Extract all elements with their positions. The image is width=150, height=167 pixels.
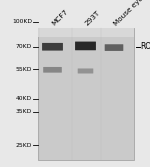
FancyBboxPatch shape — [75, 42, 96, 50]
Text: ROM1: ROM1 — [140, 42, 150, 51]
Text: 55KD: 55KD — [16, 67, 32, 72]
FancyBboxPatch shape — [78, 68, 93, 73]
FancyBboxPatch shape — [105, 44, 123, 51]
Text: 40KD: 40KD — [16, 96, 32, 101]
FancyBboxPatch shape — [38, 28, 134, 37]
Text: 35KD: 35KD — [16, 109, 32, 114]
Text: Mouse eye: Mouse eye — [112, 0, 144, 27]
Text: 70KD: 70KD — [16, 44, 32, 49]
FancyBboxPatch shape — [42, 43, 63, 51]
Text: MCF7: MCF7 — [51, 8, 69, 27]
FancyBboxPatch shape — [43, 67, 62, 73]
Text: 100KD: 100KD — [12, 19, 32, 24]
Text: 293T: 293T — [84, 10, 101, 27]
Text: 25KD: 25KD — [16, 143, 32, 148]
FancyBboxPatch shape — [38, 28, 134, 160]
FancyBboxPatch shape — [38, 28, 134, 39]
